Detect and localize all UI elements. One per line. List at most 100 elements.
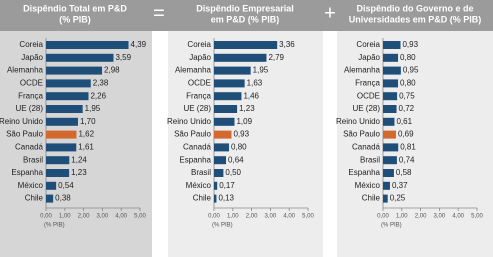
x-tick-label: 2,00 (415, 214, 427, 220)
chart-title: Dispêndio Total em P&D (23, 3, 127, 13)
y-tick-label: Espanha (11, 168, 43, 177)
y-tick-label: Espanha (179, 155, 211, 164)
value-label: 0,93 (402, 40, 418, 49)
bar (383, 181, 390, 190)
value-label: 0,72 (399, 104, 415, 113)
x-tick-label: 4,00 (452, 214, 464, 220)
y-tick-label: França (18, 91, 43, 100)
y-tick-label: Coreia (187, 40, 211, 49)
value-label: 1,46 (243, 91, 259, 100)
bar (383, 169, 394, 177)
bar (214, 143, 230, 152)
bar (46, 79, 91, 88)
y-tick-label: Japão (358, 53, 380, 62)
value-label: 0,95 (403, 66, 419, 75)
bar (383, 117, 395, 126)
value-label: 0,54 (58, 181, 74, 190)
x-tick-label: 2,00 (78, 214, 90, 220)
y-tick-label: Canadá (183, 143, 212, 152)
bar (46, 66, 103, 75)
bar (214, 41, 278, 49)
bar (46, 194, 54, 203)
bar (46, 181, 57, 190)
value-label: 1,95 (85, 104, 101, 113)
x-tick-label: 1,00 (396, 214, 408, 220)
bar (383, 41, 401, 49)
bar (46, 143, 77, 152)
value-label: 1,61 (78, 143, 94, 152)
value-label: 0,93 (233, 130, 249, 139)
panel (337, 31, 493, 257)
bar (383, 79, 399, 88)
y-tick-label: Espanha (348, 168, 380, 177)
operator: + (324, 2, 336, 24)
value-label: 0,38 (55, 194, 71, 203)
y-tick-label: São Paulo (6, 130, 43, 139)
bar (46, 130, 77, 139)
x-tick-label: 0,00 (208, 214, 220, 220)
bar (383, 143, 399, 152)
value-label: 0,80 (400, 79, 416, 88)
x-tick-label: 5,00 (471, 214, 483, 220)
value-label: 0,75 (399, 91, 415, 100)
y-tick-label: México (18, 181, 44, 190)
chart-title: (% PIB) (59, 14, 91, 24)
bar (214, 92, 242, 101)
bar (383, 194, 388, 203)
y-tick-label: Brasil (191, 168, 211, 177)
bar (214, 66, 251, 75)
x-tick-label: 5,00 (302, 214, 314, 220)
bar (383, 105, 397, 113)
chart-title: em P&D (% PIB) (211, 14, 280, 24)
chart-title: Dispêndio do Governo e de (356, 3, 473, 13)
y-tick-label: Chile (25, 194, 44, 203)
chart-title: Dispêndio Empresarial (196, 3, 294, 13)
value-label: 3,59 (115, 53, 131, 62)
value-label: 0,13 (218, 194, 234, 203)
bar (214, 169, 224, 177)
y-tick-label: UE (28) (183, 104, 211, 113)
y-tick-label: Reino Unido (167, 117, 212, 126)
bar (383, 156, 397, 165)
bar (383, 66, 401, 75)
y-tick-label: Canadá (352, 143, 381, 152)
bar (214, 156, 227, 165)
y-tick-label: Chile (362, 194, 381, 203)
y-tick-label: Coreia (356, 40, 380, 49)
value-label: 1,95 (253, 66, 269, 75)
axis-label: (% PIB) (381, 223, 402, 229)
value-label: 3,36 (279, 40, 295, 49)
y-tick-label: México (186, 181, 212, 190)
x-tick-label: 1,00 (227, 214, 239, 220)
y-tick-label: São Paulo (174, 130, 211, 139)
value-label: 2,26 (90, 91, 106, 100)
bar (214, 105, 238, 113)
bar (46, 156, 70, 165)
value-label: 0,58 (396, 168, 412, 177)
value-label: 1,23 (239, 104, 255, 113)
x-tick-label: 4,00 (115, 214, 127, 220)
value-label: 1,63 (247, 79, 263, 88)
value-label: 0,81 (400, 143, 416, 152)
y-tick-label: OCDE (20, 79, 43, 88)
y-tick-label: UE (28) (15, 104, 43, 113)
value-label: 4,39 (131, 40, 147, 49)
bar (214, 117, 235, 126)
y-tick-label: São Paulo (343, 130, 380, 139)
value-label: 0,64 (228, 155, 244, 164)
x-tick-label: 3,00 (434, 214, 446, 220)
axis-label: (% PIB) (212, 223, 233, 229)
x-tick-label: 4,00 (283, 214, 295, 220)
axis-label: (% PIB) (44, 223, 65, 229)
y-tick-label: Brasil (23, 155, 43, 164)
value-label: 1,62 (78, 130, 94, 139)
x-tick-label: 3,00 (97, 214, 109, 220)
x-tick-label: 1,00 (59, 214, 71, 220)
header-band (0, 0, 493, 31)
y-tick-label: Japão (189, 53, 211, 62)
value-label: 2,98 (104, 66, 120, 75)
bar (214, 79, 245, 88)
chart-title: Universidades em P&D (% PIB) (349, 14, 482, 24)
value-label: 0,80 (231, 143, 247, 152)
value-label: 2,79 (268, 53, 284, 62)
